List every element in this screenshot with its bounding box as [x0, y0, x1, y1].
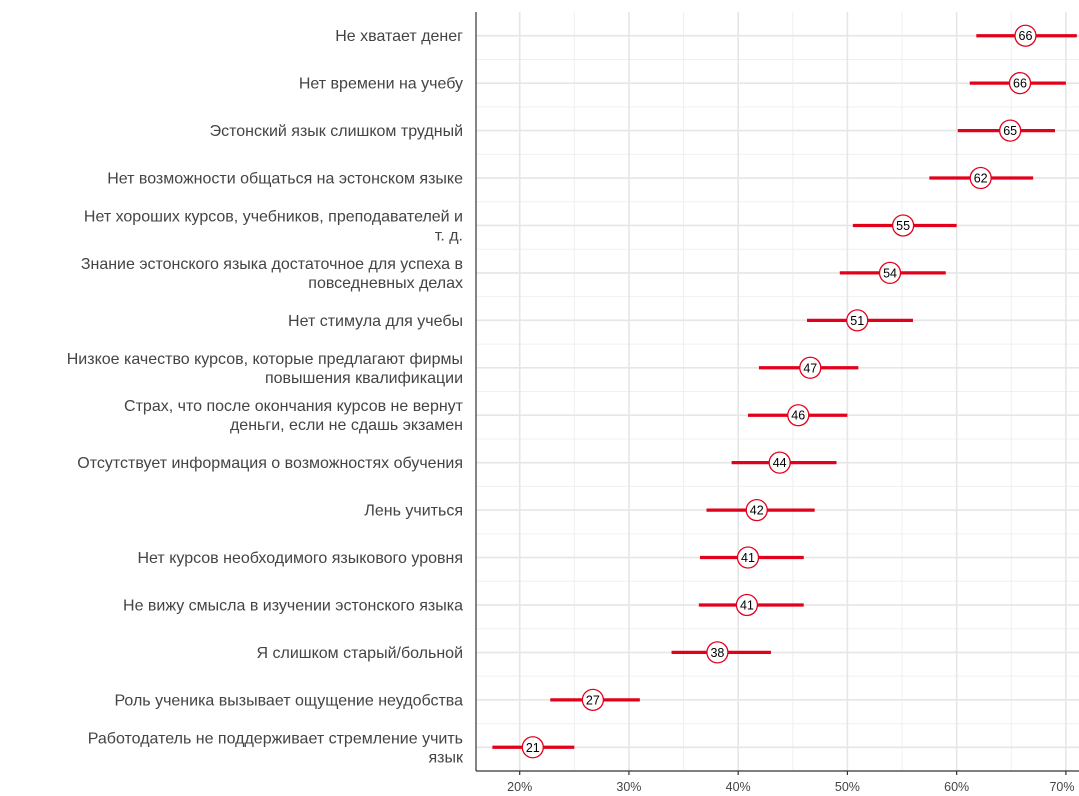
- category-label: Отсутствует информация о возможностях об…: [77, 455, 463, 472]
- grid-lines: [476, 12, 1079, 771]
- estimate-point: [999, 119, 1022, 142]
- data-label: 55: [896, 219, 910, 233]
- data-label: 41: [740, 598, 754, 612]
- estimate-point: [1008, 72, 1032, 95]
- data-label: 66: [1013, 77, 1027, 91]
- data-label: 46: [791, 409, 805, 423]
- category-label: Не вижу смысла в изучении эстонского язы…: [123, 597, 463, 614]
- estimate-point: [787, 404, 810, 427]
- category-label: Страх, что после окончания курсов не вер…: [124, 398, 464, 415]
- estimate-point: [735, 593, 759, 617]
- category-label: Знание эстонского языка достаточное для …: [81, 256, 463, 273]
- category-label: деньги, если не сдашь экзамен: [230, 417, 463, 434]
- category-label: Нет времени на учебу: [299, 76, 463, 93]
- category-label: Работодатель не поддерживает стремление …: [88, 730, 463, 747]
- category-label: Лень учиться: [364, 503, 463, 520]
- estimate-point: [846, 309, 869, 332]
- category-label: Нет курсов необходимого языкового уровня: [138, 550, 464, 567]
- category-labels: Не хватает денег Нет времени на учебу Эсто…: [67, 28, 464, 766]
- category-label: Нет стимула для учебы: [288, 313, 463, 330]
- category-label: Нет хороших курсов, учебников, преподава…: [84, 208, 463, 225]
- data-label: 66: [1019, 29, 1033, 43]
- category-label: язык: [429, 749, 465, 766]
- category-label: Я слишком старый/больной: [256, 645, 463, 662]
- category-label: Не хватает денег: [335, 28, 463, 45]
- category-label: повседневных делах: [308, 275, 463, 292]
- data-label: 62: [974, 172, 988, 186]
- x-tick-label: 40%: [726, 780, 751, 794]
- category-label: Нет возможности общаться на эстонском яз…: [107, 171, 463, 188]
- estimate-point: [891, 214, 915, 237]
- x-tick-label: 50%: [835, 780, 860, 794]
- estimate-point: [706, 641, 729, 664]
- x-tick-label: 70%: [1049, 780, 1074, 794]
- category-label: т. д.: [435, 227, 463, 244]
- estimate-point: [736, 546, 760, 569]
- axes: [475, 12, 1079, 775]
- estimate-point: [521, 736, 544, 759]
- data-label: 44: [773, 456, 787, 470]
- data-label: 38: [710, 646, 724, 660]
- x-tick-label: 20%: [507, 780, 532, 794]
- estimate-point: [768, 451, 791, 474]
- x-tick-label: 30%: [616, 780, 641, 794]
- estimate-point: [581, 688, 605, 711]
- data-label: 47: [803, 361, 817, 375]
- category-label: Низкое качество курсов, которые предлага…: [67, 351, 463, 368]
- category-label: Эстонский язык слишком трудный: [210, 123, 463, 140]
- data-label: 42: [750, 504, 764, 518]
- estimate-point: [878, 261, 902, 285]
- data-label: 41: [741, 551, 755, 565]
- estimate-point: [799, 356, 822, 379]
- data-label: 27: [586, 693, 600, 707]
- data-label: 54: [883, 266, 897, 280]
- category-label: повышения квалификации: [265, 370, 463, 387]
- estimate-point: [969, 166, 992, 190]
- estimate-point: [1014, 24, 1037, 47]
- x-tick-label: 60%: [944, 780, 969, 794]
- category-label: Роль ученика вызывает ощущение неудобств…: [114, 692, 463, 709]
- x-tick-labels: 20% 30% 40% 50% 60% 70%: [507, 780, 1074, 794]
- estimate-point: [745, 498, 768, 522]
- data-label: 65: [1003, 124, 1017, 138]
- data-label: 21: [526, 741, 540, 755]
- data-marks: 66 66 65 62 55 54 51 47 46 44 42 41 41 38 27 21: [492, 24, 1077, 759]
- data-label: 51: [850, 314, 864, 328]
